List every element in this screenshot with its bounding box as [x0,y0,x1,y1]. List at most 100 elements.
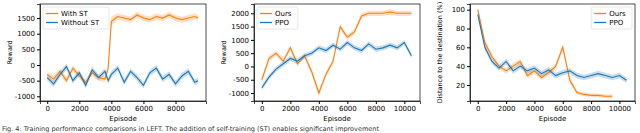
panel: 02000400060008000-1000-500050010001500Ep… [6,4,207,123]
tick: -500 [19,77,40,85]
legend-swatch [260,13,272,14]
tick-label: 10000 [394,105,416,113]
tick: 10000 [609,101,631,113]
tick: 6000 [339,101,357,113]
series-line [47,67,198,86]
tick-label: -1000 [15,93,35,101]
x-label: Episode [323,115,351,123]
tick: 6000 [554,101,572,113]
legend-label: PPO [609,19,623,27]
legend-box [257,7,298,29]
tick: 2000 [282,101,300,113]
tick: 2000 [71,101,89,113]
error-band [262,40,412,90]
tick-mark [262,101,263,104]
tick-mark [251,93,254,94]
tick-mark [47,101,48,104]
tick-label: -500 [233,76,249,84]
axis-line [37,5,41,102]
tick-mark [37,49,40,50]
tick-mark [251,13,254,14]
tick-mark [37,34,40,35]
tick: -1000 [15,93,40,101]
tick: 80 [456,25,470,33]
tick-mark [467,10,470,11]
legend-label: PPO [275,19,289,27]
tick: 60 [456,44,470,52]
legend-label: Ours [609,10,626,18]
tick-label: 6000 [554,105,572,113]
tick-label: 2000 [282,105,300,113]
x-label: Episode [109,115,137,123]
tick: 6000 [135,101,153,113]
tick: 1000 [231,37,254,45]
tick-label: 500 [236,50,249,58]
legend: OursPPO [591,7,632,29]
tick: -1000 [229,90,254,98]
series-line [262,43,412,88]
figure: 02000400060008000-1000-500050010001500Ep… [0,0,640,133]
tick: 20 [456,82,470,90]
axis-line [467,5,471,102]
tick: 4000 [310,101,328,113]
tick: 0 [476,101,480,113]
tick-mark [534,101,535,104]
tick-mark [251,53,254,54]
tick: 4000 [526,101,544,113]
tick-mark [591,101,592,104]
tick-label: 2000 [498,105,516,113]
tick: 0 [260,101,264,113]
tick-label: 80 [456,25,465,33]
tick-label: 0 [245,63,249,71]
tick-mark [290,101,291,104]
legend-label: Ours [275,10,292,18]
tick-mark [467,85,470,86]
tick-mark [506,101,507,104]
tick-label: 1000 [231,37,249,45]
legend: With STWithout ST [43,7,109,29]
legend-swatch [46,13,58,14]
error-band [478,12,627,84]
tick-label: -500 [19,77,35,85]
panel: 020004000600080001000020406080100Episode… [436,2,636,123]
x-axis: 0 2000 4000 6000 8000 10000 [471,101,636,113]
tick: 4000 [103,101,121,113]
tick-mark [563,101,564,104]
y-axis: -1000-5000500100015002000 [229,5,255,102]
panel: 0 2000 4000 6000 8000 10000-1000 -500 0 500 1000 1… [220,4,421,123]
tick: 2000 [231,10,254,18]
tick: 10000 [394,101,416,113]
tick-label: 8000 [167,105,185,113]
tick: 2000 [498,101,516,113]
tick-mark [467,66,470,67]
y-label: Reward [6,40,14,64]
tick-label: 1000 [17,30,35,38]
tick-label: 100 [452,6,465,14]
x-axis: 0 2000 4000 6000 8000 10000 [255,101,421,113]
tick: 0 [245,63,254,71]
y-axis: -1000-500050010001500 [15,5,41,102]
axis-line [251,5,255,102]
tick-label: 8000 [583,105,601,113]
tick-mark [251,80,254,81]
tick-mark [347,101,348,104]
legend-label: Without ST [61,19,100,27]
tick-mark [37,65,40,66]
tick-label: 10000 [609,105,631,113]
tick-mark [176,101,177,104]
tick-label: 6000 [135,105,153,113]
axis-line [471,102,636,105]
tick-label: 6000 [339,105,357,113]
error-band [47,63,198,88]
frame [254,4,420,101]
tick-label: 0 [260,105,264,113]
tick-mark [251,66,254,67]
tick: 500 [22,46,40,54]
tick-label: 1500 [17,15,35,23]
tick-label: 8000 [367,105,385,113]
legend-swatch [260,22,272,23]
x-axis: 02000400060008000 [41,101,207,113]
tick-mark [251,27,254,28]
tick: 1000 [17,30,40,38]
tick-label: 500 [22,46,35,54]
